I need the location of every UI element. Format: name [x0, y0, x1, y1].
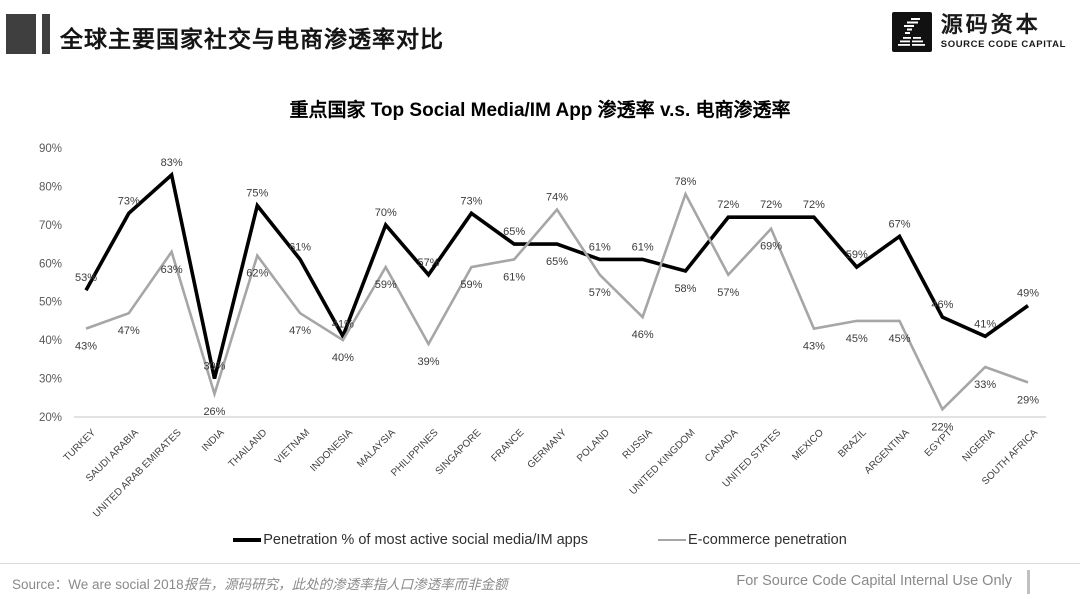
y-axis-tick-label: 30%: [39, 374, 62, 386]
ecommerce-data-label: 62%: [246, 268, 268, 280]
category-label: UNITED ARAB EMIRATES: [91, 427, 184, 520]
legend-item-social: Penetration % of most active social medi…: [233, 532, 588, 548]
social-data-label: 58%: [674, 283, 696, 295]
source-code-capital-logo-icon: [891, 12, 932, 52]
brand-logo: 源码资本 SOURCE CODE CAPITAL: [891, 12, 1066, 52]
title-accent-bar: [42, 14, 50, 54]
social-data-label: 72%: [717, 199, 739, 211]
category-label: CANADA: [703, 427, 740, 464]
social-data-label: 41%: [974, 318, 996, 330]
ecommerce-data-label: 63%: [161, 264, 183, 276]
social-data-label: 73%: [118, 195, 140, 207]
title-accent-square: [6, 14, 36, 54]
ecommerce-data-label: 78%: [674, 176, 696, 188]
source-note: Source：We are social 2018报告，源码研究，此处的渗透率指…: [12, 573, 508, 593]
y-axis-tick-label: 70%: [39, 220, 62, 232]
internal-use-note: For Source Code Capital Internal Use Onl…: [736, 573, 1012, 589]
source-note-en: Source：We are social 2018: [12, 577, 184, 592]
category-label: SINGAPORE: [434, 427, 484, 477]
social-data-label: 61%: [289, 241, 311, 253]
legend-line-sample: [658, 538, 687, 542]
category-label: THAILAND: [227, 427, 270, 470]
category-label: MALAYSIA: [355, 427, 398, 470]
ecommerce-data-label: 47%: [289, 325, 311, 337]
ecommerce-data-label: 47%: [118, 325, 140, 337]
ecommerce-data-label: 57%: [589, 287, 611, 299]
category-label: GERMANY: [526, 427, 570, 471]
social-data-label: 61%: [589, 241, 611, 253]
footer: Source：We are social 2018报告，源码研究，此处的渗透率指…: [0, 570, 1080, 599]
ecommerce-data-label: 33%: [974, 379, 996, 391]
social-data-label: 59%: [846, 249, 868, 261]
ecommerce-data-label: 46%: [632, 329, 654, 341]
social-data-label: 72%: [803, 199, 825, 211]
y-axis-tick-label: 90%: [39, 143, 62, 155]
category-label: TURKEY: [62, 427, 99, 464]
social-data-label: 65%: [503, 226, 525, 238]
chart-legend: Penetration % of most active social medi…: [0, 532, 1080, 548]
brand-name-en: SOURCE CODE CAPITAL: [940, 39, 1066, 50]
category-label: ARGENTINA: [863, 427, 912, 476]
y-axis-tick-label: 20%: [39, 412, 62, 424]
social-data-label: 73%: [460, 195, 482, 207]
ecommerce-data-label: 69%: [760, 241, 782, 253]
ecommerce-data-label: 29%: [1017, 394, 1039, 406]
social-media-line: [84, 171, 1030, 380]
category-label: FRANCE: [489, 427, 526, 464]
social-data-label: 57%: [418, 257, 440, 269]
category-label: INDONESIA: [308, 427, 355, 474]
social-data-label: 49%: [1017, 288, 1039, 300]
social-data-label: 46%: [931, 299, 953, 311]
ecommerce-data-label: 74%: [546, 191, 568, 203]
ecommerce-data-label: 22%: [931, 421, 953, 433]
category-label: INDIA: [200, 427, 227, 454]
social-data-label: 65%: [546, 256, 568, 268]
social-data-label: 72%: [760, 199, 782, 211]
chart-title: 重点国家 Top Social Media/IM App 渗透率 v.s. 电商…: [289, 100, 791, 121]
ecommerce-data-label: 39%: [418, 356, 440, 368]
page-title: 全球主要国家社交与电商渗透率对比: [60, 26, 444, 53]
category-label: NIGERIA: [960, 427, 997, 464]
ecommerce-data-label: 45%: [846, 333, 868, 345]
legend-label: E-commerce penetration: [688, 532, 847, 548]
ecommerce-data-label: 26%: [203, 406, 225, 418]
legend-line-sample: [233, 538, 262, 542]
footer-end-bar: [1027, 570, 1030, 594]
y-axis-tick-label: 40%: [39, 335, 62, 347]
legend-label: Penetration % of most active social medi…: [263, 532, 589, 548]
y-axis-tick-label: 80%: [39, 181, 62, 193]
social-data-label: 53%: [75, 272, 97, 284]
ecommerce-data-label: 59%: [375, 279, 397, 291]
ecommerce-data-label: 43%: [75, 341, 97, 353]
social-data-label: 75%: [246, 188, 268, 200]
footer-divider: [0, 563, 1080, 564]
social-data-label: 30%: [203, 361, 225, 373]
ecommerce-data-label: 57%: [717, 287, 739, 299]
source-note-cn: 报告，源码研究，此处的渗透率指人口渗透率而非金额: [183, 577, 508, 593]
legend-item-ecommerce: E-commerce penetration: [658, 532, 847, 548]
category-label: VIETNAM: [273, 427, 312, 466]
brand-name-cn: 源码资本: [940, 12, 1041, 38]
category-label: RUSSIA: [621, 427, 655, 461]
ecommerce-line: [85, 190, 1029, 412]
category-label: POLAND: [575, 427, 612, 464]
social-data-label: 41%: [332, 318, 354, 330]
category-label: BRAZIL: [836, 427, 869, 460]
ecommerce-data-label: 43%: [803, 341, 825, 353]
ecommerce-data-label: 61%: [503, 271, 525, 283]
ecommerce-data-label: 59%: [460, 279, 482, 291]
ecommerce-data-label: 45%: [889, 333, 911, 345]
y-axis-tick-label: 60%: [39, 258, 62, 270]
social-data-label: 70%: [375, 207, 397, 219]
social-data-label: 67%: [889, 218, 911, 230]
social-data-label: 61%: [632, 241, 654, 253]
social-data-label: 83%: [161, 157, 183, 169]
ecommerce-data-label: 40%: [332, 352, 354, 364]
y-axis-tick-label: 50%: [39, 297, 62, 309]
title-accent-mark: [6, 14, 50, 54]
category-label: MEXICO: [790, 427, 826, 463]
